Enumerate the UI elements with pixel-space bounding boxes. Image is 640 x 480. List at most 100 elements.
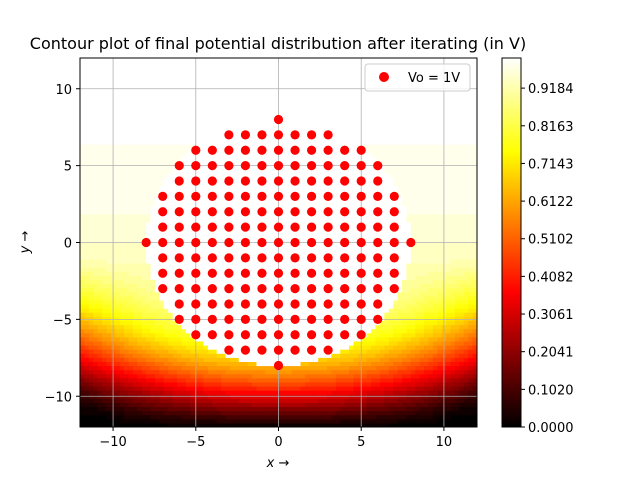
- contour-cell: [252, 345, 258, 350]
- contour-cell: [300, 386, 306, 391]
- contour-cell: [124, 123, 130, 129]
- contour-cell: [128, 414, 134, 420]
- contour-cell: [88, 185, 94, 190]
- contour-cell: [97, 78, 103, 84]
- contour-cell: [181, 189, 187, 194]
- contour-cell: [282, 242, 288, 248]
- contour-cell: [318, 217, 324, 223]
- contour-cell: [137, 140, 143, 145]
- contour-cell: [141, 373, 147, 379]
- contour-cell: [84, 414, 90, 420]
- contour-cell: [119, 365, 125, 371]
- contour-cell: [225, 373, 231, 379]
- contour-cell: [185, 410, 191, 416]
- contour-cell: [313, 144, 319, 149]
- contour-cell: [80, 168, 86, 174]
- contour-cell: [207, 58, 213, 63]
- contour-cell: [229, 386, 235, 391]
- contour-cell: [172, 201, 178, 207]
- contour-cell: [225, 418, 231, 424]
- contour-cell: [132, 201, 138, 207]
- contour-cell: [146, 287, 152, 293]
- contour-cell: [216, 390, 222, 395]
- contour-cell: [313, 164, 319, 170]
- contour-cell: [132, 308, 138, 313]
- contour-cell: [318, 140, 324, 145]
- contour-cell: [216, 201, 222, 207]
- contour-cell: [309, 390, 315, 395]
- contour-cell: [128, 148, 134, 153]
- contour-cell: [168, 357, 174, 362]
- contour-cell: [300, 332, 306, 338]
- contour-cell: [225, 78, 231, 84]
- contour-cell: [309, 58, 315, 63]
- contour-cell: [88, 271, 94, 276]
- contour-cell: [203, 328, 209, 334]
- contour-cell: [132, 275, 138, 280]
- contour-cell: [252, 365, 258, 371]
- contour-cell: [185, 324, 191, 330]
- contour-cell: [318, 242, 324, 248]
- contour-cell: [181, 254, 187, 260]
- contour-cell: [80, 242, 86, 248]
- contour-cell: [102, 238, 108, 244]
- contour-cell: [234, 283, 240, 289]
- contour-cell: [247, 328, 253, 334]
- contour-cell: [260, 168, 266, 174]
- contour-cell: [265, 324, 271, 330]
- contour-cell: [154, 144, 160, 149]
- contour-cell: [88, 373, 94, 379]
- contour-cell: [203, 123, 209, 129]
- contour-cell: [97, 312, 103, 317]
- contour-cell: [185, 373, 191, 379]
- contour-cell: [141, 66, 147, 71]
- contour-cell: [150, 361, 156, 367]
- contour-cell: [203, 271, 209, 276]
- contour-cell: [296, 250, 302, 256]
- contour-cell: [199, 78, 205, 84]
- contour-cell: [128, 304, 134, 309]
- contour-cell: [207, 369, 213, 375]
- contour-cell: [146, 332, 152, 338]
- contour-cell: [154, 209, 160, 215]
- contour-cell: [185, 234, 191, 239]
- contour-cell: [216, 377, 222, 383]
- contour-cell: [304, 263, 310, 268]
- contour-cell: [203, 193, 209, 198]
- contour-cell: [84, 332, 90, 338]
- contour-cell: [256, 275, 262, 280]
- contour-cell: [80, 308, 86, 313]
- contour-cell: [234, 62, 240, 67]
- contour-cell: [88, 127, 94, 133]
- contour-cell: [203, 62, 209, 67]
- contour-cell: [190, 291, 196, 297]
- contour-cell: [304, 291, 310, 297]
- contour-cell: [296, 263, 302, 268]
- contour-cell: [291, 217, 297, 223]
- contour-cell: [247, 312, 253, 317]
- contour-cell: [207, 324, 213, 330]
- contour-cell: [265, 271, 271, 276]
- contour-cell: [287, 209, 293, 215]
- contour-cell: [300, 336, 306, 342]
- contour-cell: [260, 107, 266, 112]
- contour-cell: [119, 172, 125, 178]
- contour-cell: [119, 373, 125, 379]
- contour-cell: [199, 230, 205, 235]
- contour-cell: [172, 230, 178, 235]
- contour-cell: [146, 373, 152, 379]
- contour-cell: [106, 140, 112, 145]
- contour-cell: [194, 349, 200, 354]
- contour-cell: [124, 357, 130, 362]
- contour-cell: [119, 58, 125, 63]
- contour-cell: [177, 381, 183, 387]
- contour-cell: [128, 70, 134, 75]
- contour-cell: [146, 99, 152, 104]
- contour-cell: [199, 62, 205, 67]
- contour-cell: [304, 185, 310, 190]
- contour-cell: [282, 345, 288, 350]
- contour-cell: [154, 299, 160, 305]
- contour-cell: [150, 299, 156, 305]
- contour-cell: [102, 123, 108, 129]
- contour-cell: [102, 152, 108, 157]
